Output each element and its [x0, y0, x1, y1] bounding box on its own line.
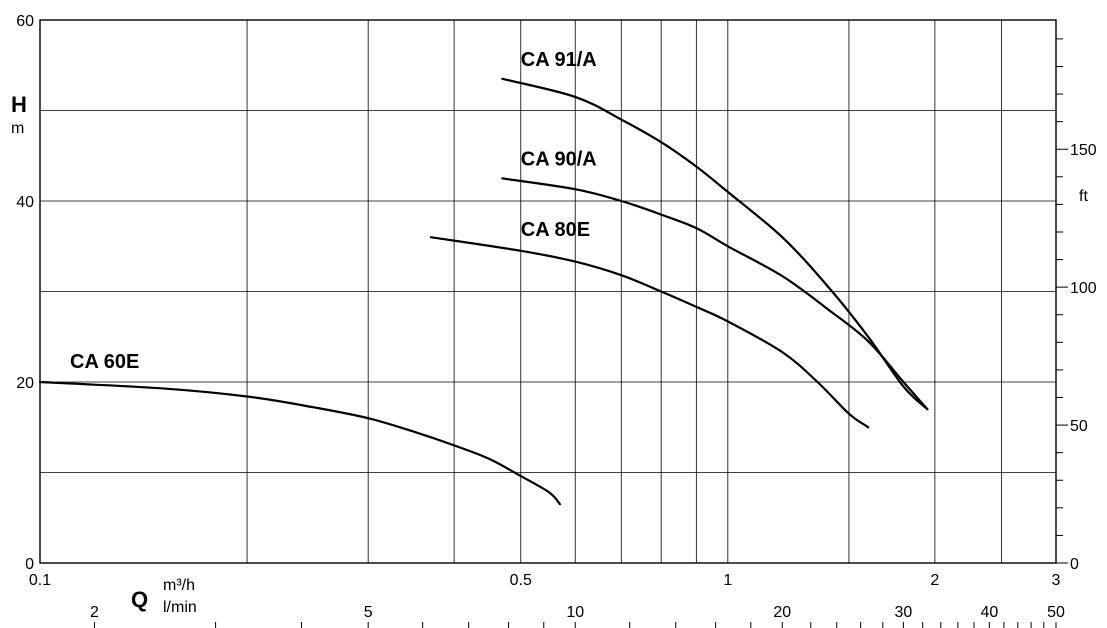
series-label: CA 90/A	[521, 148, 597, 170]
y-tick-label: 0	[25, 556, 34, 573]
grid-lines	[39, 20, 1057, 563]
curve-ca-90-a	[501, 177, 929, 411]
x-tick-label: 0.5	[510, 572, 532, 589]
series-label: CA 60E	[70, 351, 139, 373]
y2-tick-label: 150	[1070, 142, 1097, 159]
curve-ca-60e	[38, 380, 561, 506]
y-tick-label: 20	[16, 375, 34, 392]
y-tick-label: 60	[16, 13, 34, 30]
curve-ca-91-a	[501, 77, 929, 411]
y2-tick-label: 0	[1070, 556, 1079, 573]
y2-tick-label: 100	[1070, 280, 1097, 297]
x2-tick-label: 50	[1047, 604, 1065, 621]
x-tick-label: 3	[1052, 572, 1061, 589]
x-axis-unit-m3h: m³/h	[163, 577, 195, 594]
axis-ticks: 0 20 40 60 0 50 100 150 0.1 0.5 1 2 3 2 5 10 20 30 40 50	[16, 13, 1097, 628]
series-label: CA 80E	[521, 219, 590, 241]
x2-tick-label: 10	[566, 604, 584, 621]
y-axis-unit: m	[11, 120, 24, 137]
series-label: CA 91/A	[521, 49, 597, 71]
plot-frame	[39, 19, 1057, 564]
x2-tick-label: 5	[364, 604, 373, 621]
x-tick-label: 2	[930, 572, 939, 589]
x2-tick-label: 40	[980, 604, 998, 621]
y-tick-label: 40	[16, 194, 34, 211]
performance-curves	[38, 77, 929, 506]
y-axis-symbol: H	[11, 92, 27, 117]
x2-tick-label: 2	[90, 604, 99, 621]
x-axis-symbol: Q	[131, 587, 148, 612]
x2-tick-label: 30	[895, 604, 913, 621]
curve-ca-80e	[429, 236, 870, 429]
labels: CA 60E CA 80E CA 90/A CA 91/A	[70, 49, 597, 373]
x-tick-label: 1	[723, 572, 732, 589]
y2-tick-label: 50	[1070, 418, 1088, 435]
secondary-y-axis-unit: ft	[1079, 188, 1088, 205]
x2-tick-label: 20	[773, 604, 791, 621]
x-tick-label: 0.1	[29, 572, 51, 589]
x-axis-unit-lmin: l/min	[163, 599, 197, 616]
